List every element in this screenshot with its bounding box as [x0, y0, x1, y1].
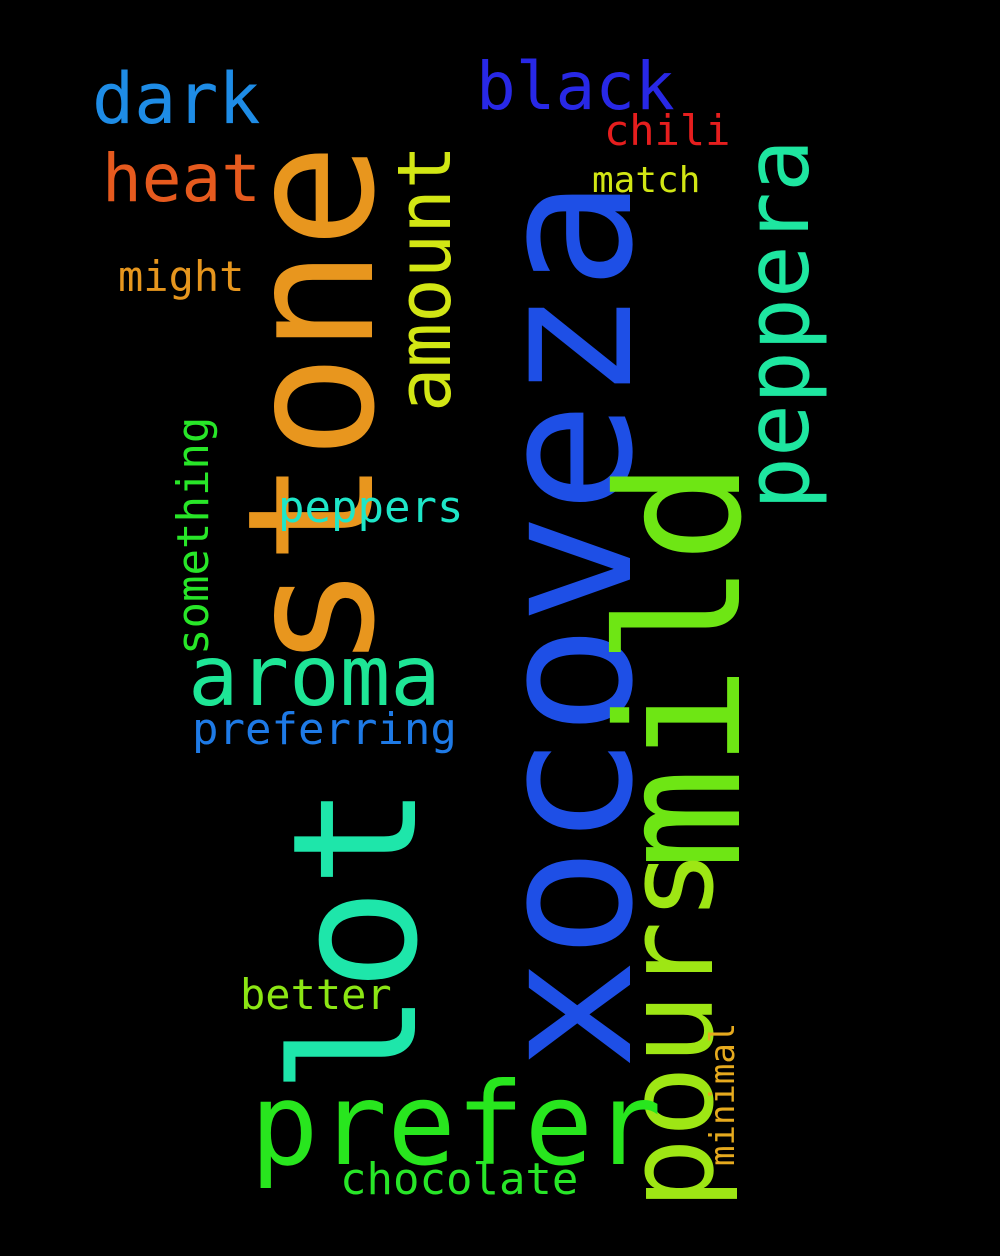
word-lot: lot: [255, 784, 456, 1095]
word-might: might: [118, 252, 245, 301]
word-dark: dark: [92, 58, 261, 140]
word-match: match: [592, 160, 701, 201]
word-heat: heat: [102, 140, 261, 217]
word-minimal: minimal: [703, 1022, 743, 1166]
word-stone: stone: [211, 143, 414, 670]
word-chili: chili: [604, 106, 731, 155]
word-amount: amount: [382, 144, 468, 412]
word-peppera: peppera: [726, 139, 829, 510]
word-better: better: [240, 970, 392, 1019]
word-preferring: preferring: [192, 704, 457, 755]
word-prefer: prefer: [250, 1058, 662, 1191]
word-peppers: peppers: [278, 482, 464, 533]
word-mild: mild: [582, 460, 780, 870]
word-chocolate: chocolate: [340, 1154, 579, 1205]
word-black: black: [476, 48, 675, 125]
word-aroma: aroma: [188, 627, 441, 725]
word-something: something: [168, 416, 219, 655]
